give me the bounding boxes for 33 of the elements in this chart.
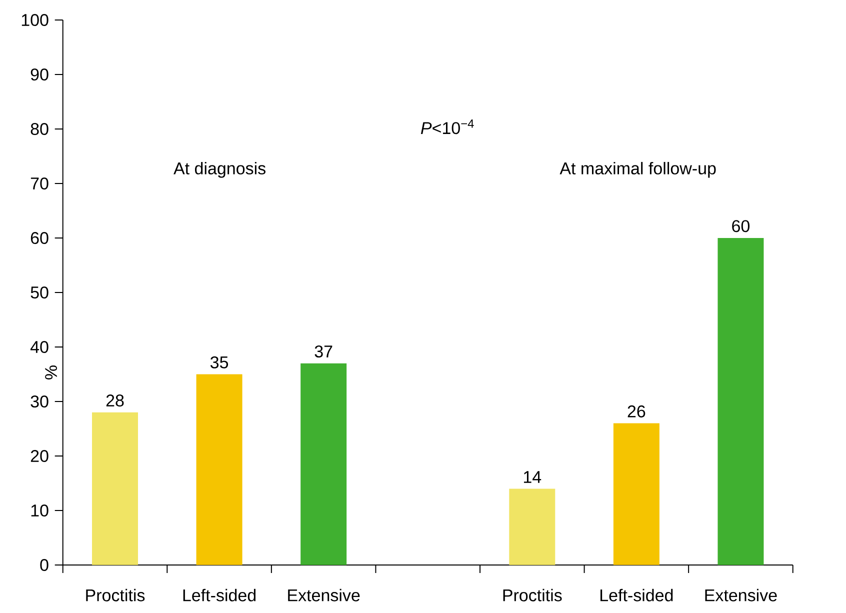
bar bbox=[718, 238, 764, 565]
y-tick-label: 30 bbox=[30, 395, 48, 408]
annotation: P<10$^{−4}$ bbox=[420, 120, 474, 134]
x-tick-label: Left-sided bbox=[600, 588, 673, 602]
y-tick-label: 70 bbox=[30, 177, 48, 190]
y-tick-label: 20 bbox=[30, 450, 48, 462]
data-label: 60 bbox=[732, 220, 750, 232]
x-tick-label: Extensive bbox=[288, 588, 360, 602]
bar bbox=[509, 488, 556, 565]
bar bbox=[196, 374, 242, 565]
y-tick-label: 100 bbox=[22, 14, 48, 26]
y-axis-title: % bbox=[45, 366, 57, 380]
y-tick-label: 80 bbox=[30, 122, 48, 136]
bar bbox=[92, 412, 138, 565]
annotation: At maximal follow-up bbox=[560, 162, 716, 178]
y-tick-label: 40 bbox=[30, 340, 48, 354]
x-tick-label: Left-sided bbox=[183, 588, 256, 602]
x-tick-label: Extensive bbox=[705, 588, 777, 602]
data-label: 14 bbox=[524, 471, 542, 483]
y-tick-label: 50 bbox=[30, 286, 48, 299]
x-tick-label: Proctitis bbox=[86, 588, 145, 602]
data-label: 37 bbox=[314, 345, 332, 358]
x-tick-label: Proctitis bbox=[503, 588, 562, 602]
y-tick-label: 60 bbox=[30, 232, 48, 244]
y-tick-label: 0 bbox=[40, 558, 48, 572]
y-tick-label: 90 bbox=[30, 68, 48, 81]
bar bbox=[613, 423, 660, 565]
annotation: At diagnosis bbox=[174, 162, 266, 178]
data-label: 35 bbox=[210, 356, 228, 368]
y-tick-label: 10 bbox=[31, 504, 48, 517]
data-label: 28 bbox=[106, 394, 124, 407]
data-label: 26 bbox=[628, 405, 646, 418]
bar bbox=[300, 363, 347, 565]
